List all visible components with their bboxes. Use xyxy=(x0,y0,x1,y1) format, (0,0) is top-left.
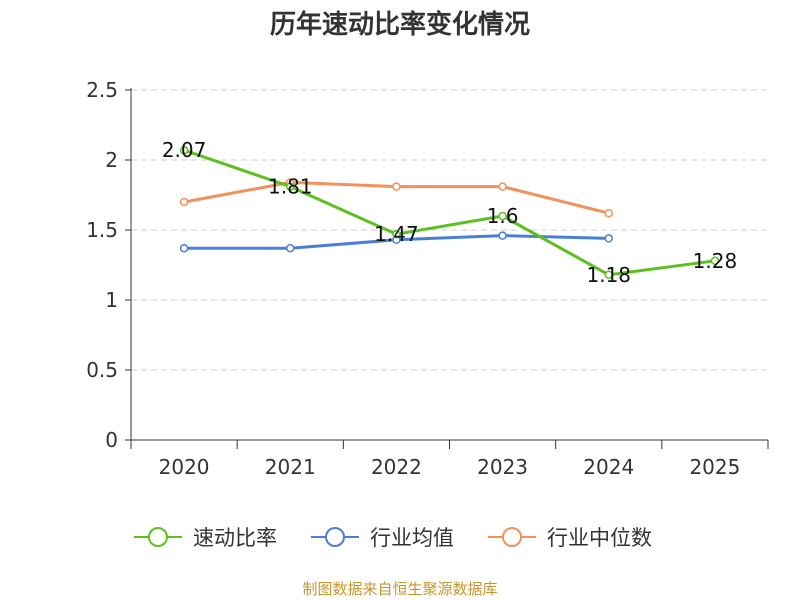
x-tick-label: 2022 xyxy=(371,455,422,479)
x-tick-label: 2021 xyxy=(265,455,316,479)
data-point xyxy=(604,234,613,243)
data-point xyxy=(604,208,613,218)
x-tick-label: 2023 xyxy=(477,455,528,479)
y-tick-label: 0.5 xyxy=(86,358,118,382)
legend-label: 速动比率 xyxy=(193,526,277,550)
data-point xyxy=(179,243,189,253)
data-point xyxy=(392,229,401,239)
legend-label: 行业中位数 xyxy=(547,526,652,550)
data-point xyxy=(498,211,507,221)
legend-marker xyxy=(502,527,522,547)
data-point xyxy=(392,182,401,191)
data-point xyxy=(179,197,189,207)
legend-marker xyxy=(148,527,168,547)
x-tick-label: 2025 xyxy=(689,455,740,479)
data-point xyxy=(286,182,295,191)
data-point xyxy=(179,145,189,155)
data-label: 1.6 xyxy=(487,204,519,228)
legend-marker xyxy=(325,527,345,547)
y-tick-label: 2.5 xyxy=(86,78,118,102)
data-label: 1.28 xyxy=(693,249,738,273)
data-label: 1.18 xyxy=(586,263,631,287)
x-tick-label: 2024 xyxy=(583,455,634,479)
data-label: 1.81 xyxy=(268,175,313,199)
y-tick-label: 2 xyxy=(105,148,118,172)
data-label: 2.07 xyxy=(162,138,207,162)
y-tick-label: 1.5 xyxy=(86,218,118,242)
y-tick-label: 1 xyxy=(105,288,118,312)
data-label: 1.47 xyxy=(374,222,419,246)
data-point xyxy=(710,256,720,266)
x-tick-label: 2020 xyxy=(159,455,210,479)
series-line-1 xyxy=(183,148,716,277)
data-point xyxy=(498,231,507,240)
data-point xyxy=(498,182,507,191)
data-point xyxy=(604,270,613,280)
legend-label: 行业均值 xyxy=(370,526,454,550)
data-point xyxy=(286,243,295,253)
source-note: 制图数据来自恒生聚源数据库 xyxy=(302,580,498,598)
y-tick-label: 0 xyxy=(105,428,118,452)
chart-title: 历年速动比率变化情况 xyxy=(269,10,530,40)
